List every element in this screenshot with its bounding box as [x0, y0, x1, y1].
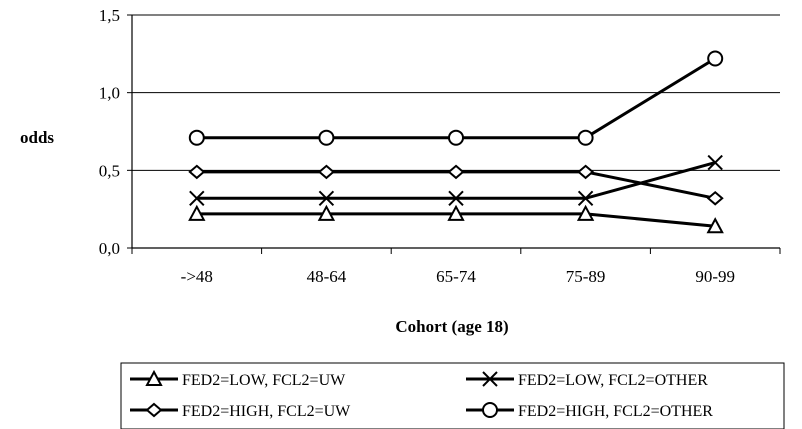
point-marker-circle [448, 129, 464, 146]
legend-label: FED2=LOW, FCL2=UW [182, 372, 346, 389]
x-tick-label: ->48 [181, 267, 213, 286]
point-marker-x [448, 190, 464, 207]
x-tick-labels: ->48 48-64 65-74 75-89 90-99 [181, 267, 735, 286]
point-marker-triangle [706, 217, 724, 234]
point-marker-triangle [447, 204, 465, 221]
legend-item: FED2=HIGH, FCL2=UW [130, 402, 351, 420]
legend-item: FED2=LOW, FCL2=UW [130, 369, 346, 389]
y-tick-label: 0,0 [99, 239, 120, 258]
point-marker-x [577, 190, 594, 207]
point-marker-circle [188, 129, 205, 146]
point-marker-circle [577, 129, 594, 146]
legend-box [120, 362, 785, 429]
legend-label: FED2=HIGH, FCL2=OTHER [518, 403, 713, 420]
y-tick-labels: 0,0 0,5 1,0 1,5 [99, 6, 120, 258]
series-line [196, 57, 716, 140]
legend-label: FED2=LOW, FCL2=OTHER [518, 372, 708, 389]
point-marker-circle [707, 50, 724, 67]
series-lines [188, 50, 724, 234]
y-tick-label: 0,5 [99, 161, 120, 180]
x-tick-label: 75-89 [566, 267, 606, 286]
legend-item: FED2=HIGH, FCL2=OTHER [466, 402, 713, 420]
point-marker-x [707, 154, 723, 171]
point-marker-diamond [577, 164, 595, 180]
legend-item: FED2=LOW, FCL2=OTHER [466, 371, 708, 389]
y-axis-title: odds [20, 128, 54, 147]
y-tick-label: 1,5 [99, 6, 120, 25]
series-3 [188, 164, 724, 206]
point-marker-circle [318, 129, 335, 146]
y-tick-label: 1,0 [99, 84, 120, 103]
point-marker-diamond [317, 164, 335, 180]
point-marker-triangle [188, 204, 206, 221]
point-marker-diamond [188, 164, 206, 180]
series-2 [189, 154, 723, 207]
point-marker-diamond [706, 190, 724, 206]
legend: FED2=LOW, FCL2=UW FED2=LOW, FCL2=OTHER FED… [120, 362, 785, 429]
x-tick-label: 48-64 [307, 267, 347, 286]
x-tick-label: 65-74 [436, 267, 476, 286]
series-4 [188, 50, 724, 146]
x-tick-label: 90-99 [695, 267, 735, 286]
legend-label: FED2=HIGH, FCL2=UW [182, 403, 351, 420]
point-marker-x [482, 371, 498, 387]
point-marker-diamond [447, 164, 465, 180]
point-marker-triangle [145, 369, 163, 386]
point-marker-triangle [317, 204, 336, 221]
point-marker-diamond [145, 402, 163, 418]
series-1 [188, 204, 724, 234]
gridlines [132, 14, 780, 171]
point-marker-x [189, 190, 205, 207]
point-marker-triangle [576, 204, 595, 221]
point-marker-x [318, 190, 335, 207]
point-marker-circle [482, 402, 498, 418]
axes [127, 14, 781, 254]
x-axis-title: Cohort (age 18) [395, 317, 508, 336]
